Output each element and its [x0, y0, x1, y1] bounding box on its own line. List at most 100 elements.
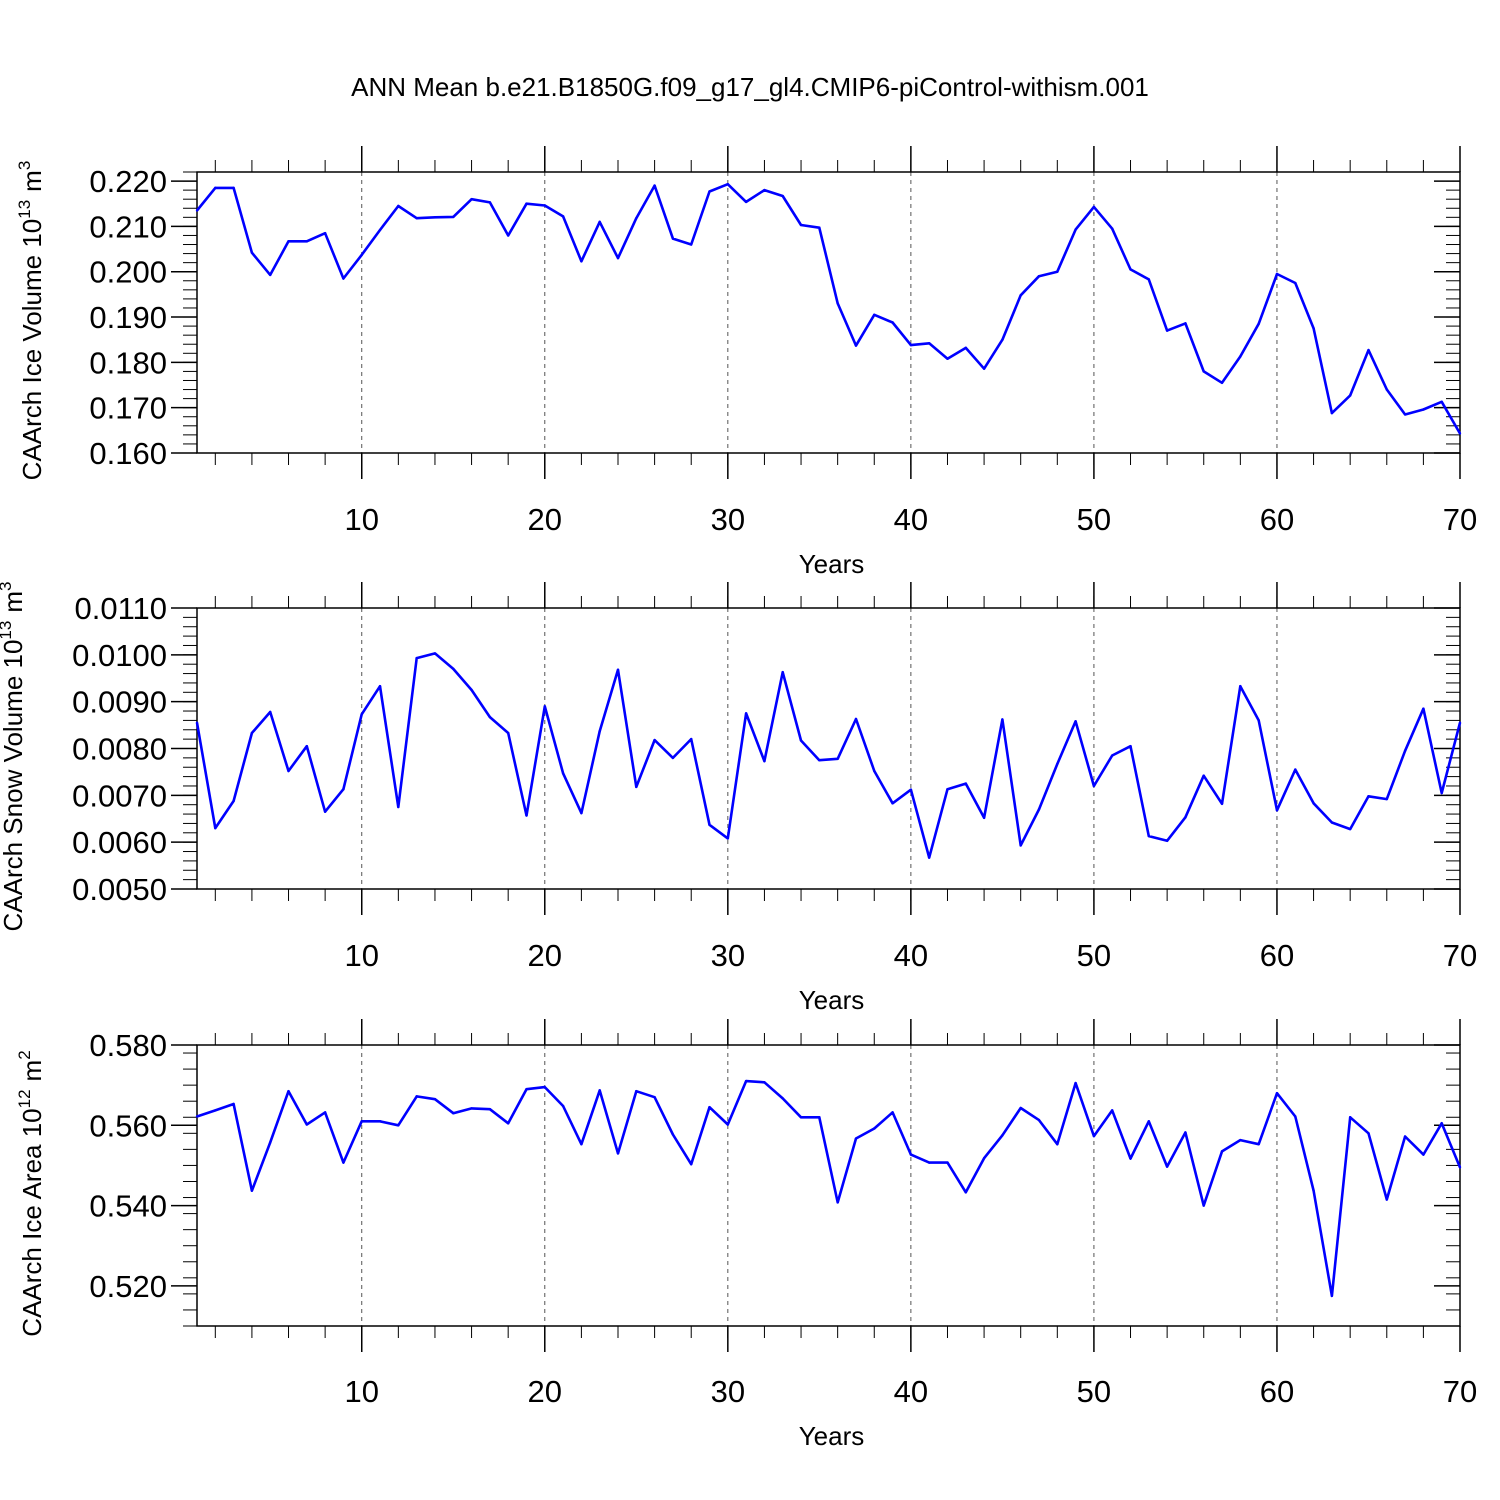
y-axis-title: CAArch Ice Area 1012 m2	[15, 1050, 47, 1336]
data-point	[1257, 1142, 1260, 1146]
x-axis-title: Years	[799, 985, 865, 1015]
data-point	[1001, 338, 1004, 341]
data-point	[1275, 272, 1279, 276]
y-axis-title: CAArch Snow Volume 1013 m3	[0, 582, 28, 932]
y-axis-title-exponent: 12	[15, 1089, 34, 1108]
data-point	[561, 772, 565, 775]
panel-ice-area: 0.520 0.540 0.560 0.580 10 20 30 40 50 60 70 Years C…	[15, 1019, 1477, 1451]
data-point	[397, 204, 400, 208]
data-point	[1074, 720, 1077, 723]
data-point	[799, 223, 803, 227]
data-point	[836, 757, 839, 761]
data-point	[1294, 281, 1297, 285]
data-point	[1422, 707, 1425, 710]
data-point	[799, 1116, 803, 1119]
plot-frame	[196, 171, 1461, 454]
data-point	[909, 788, 913, 791]
data-point	[1129, 744, 1132, 748]
data-point	[561, 215, 565, 218]
data-point	[946, 788, 949, 791]
data-point	[616, 668, 620, 672]
data-point	[1037, 808, 1041, 811]
data-point	[744, 712, 748, 715]
data-point	[1019, 1106, 1022, 1110]
data-point	[269, 710, 272, 714]
data-point	[854, 344, 858, 347]
data-point	[854, 717, 858, 721]
data-point	[1239, 355, 1242, 358]
data-point	[1239, 1138, 1242, 1142]
data-point	[470, 197, 473, 201]
data-point	[836, 1201, 839, 1204]
y-axis-title-exponent: 13	[0, 621, 15, 640]
data-point	[1348, 827, 1352, 831]
data-point	[470, 1107, 473, 1110]
data-point	[1385, 797, 1388, 801]
panel-snow-volume: 0.0050 0.0060 0.0070 0.0080 0.0090 0.0100 0.01…	[0, 582, 1477, 1016]
data-point	[1403, 1135, 1407, 1138]
data-point	[1440, 791, 1443, 795]
plot-frame	[196, 1044, 1461, 1327]
data-point	[1220, 802, 1224, 805]
y-axis-title-unit-exponent: 3	[15, 161, 34, 170]
y-tick-label: 0.0100	[72, 638, 167, 673]
data-point	[1422, 408, 1425, 411]
data-point	[543, 1085, 546, 1089]
data-point	[305, 1123, 309, 1126]
data-point	[250, 251, 254, 254]
data-point	[1001, 1134, 1004, 1137]
data-point	[653, 1095, 656, 1099]
y-axis-title-unit: m	[0, 591, 28, 613]
data-point	[1165, 839, 1169, 842]
data-point	[415, 656, 418, 660]
data-point	[214, 826, 217, 830]
data-point	[378, 228, 382, 232]
data-point	[964, 346, 967, 350]
data-point	[1220, 1150, 1224, 1153]
data-point	[635, 1089, 638, 1093]
data-point	[543, 705, 546, 708]
y-tick-label: 0.210	[89, 209, 167, 244]
data-point	[342, 788, 345, 791]
x-tick-label: 20	[528, 1374, 562, 1409]
x-tick-label: 70	[1443, 938, 1477, 973]
data-point	[415, 1095, 418, 1098]
chart-title: ANN Mean b.e21.B1850G.f09_g17_gl4.CMIP6-…	[351, 72, 1149, 102]
x-tick-label: 10	[344, 502, 378, 537]
data-point	[1312, 327, 1315, 330]
data-point	[1294, 1115, 1297, 1118]
y-tick-label: 0.0070	[72, 778, 167, 813]
data-point	[708, 823, 711, 827]
data-point	[195, 209, 199, 212]
y-tick-label: 0.160	[89, 436, 167, 471]
data-point	[690, 737, 693, 741]
data-point	[360, 713, 363, 716]
x-tick-label: 50	[1077, 1374, 1111, 1409]
data-point	[781, 670, 784, 674]
data-point	[397, 805, 400, 809]
data-point	[1184, 322, 1187, 325]
data-point	[305, 744, 309, 748]
data-point	[323, 1111, 327, 1114]
series-line	[195, 652, 1462, 859]
data-point	[561, 1104, 565, 1108]
data-point	[891, 321, 894, 324]
data-point	[1129, 1157, 1132, 1160]
data-point	[1257, 719, 1260, 722]
data-point	[1019, 844, 1022, 847]
y-tick-label: 0.170	[89, 391, 167, 426]
data-point	[378, 1120, 382, 1123]
data-point	[1348, 1116, 1352, 1119]
x-tick-label: 60	[1260, 1374, 1294, 1409]
data-point	[1019, 294, 1022, 297]
data-point	[909, 1153, 913, 1156]
data-point	[653, 184, 656, 187]
x-tick-label: 30	[711, 938, 745, 973]
data-point	[1037, 1118, 1041, 1122]
data-point	[433, 652, 437, 655]
data-point	[488, 1108, 492, 1111]
data-point	[982, 816, 986, 820]
data-point	[763, 759, 766, 763]
data-point	[360, 253, 363, 257]
data-point	[836, 302, 839, 305]
